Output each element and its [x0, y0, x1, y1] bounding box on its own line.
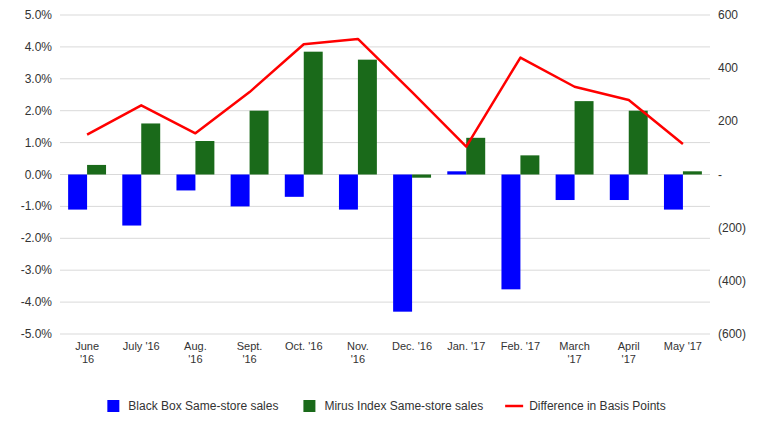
bar [285, 175, 304, 197]
y2-tick-label: (200) [718, 221, 746, 235]
x-tick-label: Jan. '17 [447, 340, 485, 352]
y2-tick-label: 200 [718, 114, 738, 128]
bar [87, 165, 106, 175]
y-tick-label: 2.0% [25, 104, 53, 118]
y-tick-label: 5.0% [25, 8, 53, 22]
y2-tick-label: 400 [718, 61, 738, 75]
x-tick-label: Sept.'16 [237, 340, 263, 365]
x-tick-label: April'17 [618, 340, 640, 365]
bar [629, 111, 648, 175]
bar [501, 175, 520, 290]
y-tick-label: -3.0% [21, 263, 53, 277]
x-tick-label: March'17 [559, 340, 590, 365]
y2-tick-label: (600) [718, 327, 746, 341]
legend-label: Difference in Basis Points [529, 399, 666, 413]
legend-label: Mirus Index Same-store sales [324, 399, 483, 413]
legend-swatch [107, 400, 119, 412]
y-tick-label: -1.0% [21, 199, 53, 213]
bar [393, 175, 412, 312]
x-tick-label: Nov.'16 [347, 340, 369, 365]
y2-tick-label: - [718, 168, 722, 182]
x-tick-label: June'16 [75, 340, 99, 365]
x-tick-label: Dec. '16 [392, 340, 432, 352]
bar [176, 175, 195, 191]
y-tick-label: 3.0% [25, 72, 53, 86]
grid [60, 15, 710, 334]
bar [68, 175, 87, 210]
bar [556, 175, 575, 201]
x-tick-label: Feb. '17 [501, 340, 540, 352]
bar [122, 175, 141, 226]
y-tick-label: 1.0% [25, 136, 53, 150]
bar [141, 123, 160, 174]
chart: -5.0%-4.0%-3.0%-2.0%-1.0%0.0%1.0%2.0%3.0… [0, 0, 770, 422]
bar [231, 175, 250, 207]
legend-swatch [303, 400, 315, 412]
y-tick-label: 4.0% [25, 40, 53, 54]
grid-line [60, 270, 710, 271]
grid-line [60, 78, 710, 79]
axes: -5.0%-4.0%-3.0%-2.0%-1.0%0.0%1.0%2.0%3.0… [21, 8, 746, 365]
bar [339, 175, 358, 210]
grid-line [60, 15, 710, 16]
y-tick-label: -2.0% [21, 231, 53, 245]
legend-label: Black Box Same-store sales [128, 399, 278, 413]
bar [664, 175, 683, 210]
bar [195, 141, 214, 174]
grid-line [60, 46, 710, 47]
y-tick-label: 0.0% [25, 168, 53, 182]
legend-item: Black Box Same-store sales [107, 399, 278, 413]
bar [447, 171, 466, 174]
x-tick-label: May '17 [664, 340, 702, 352]
grid-line [60, 238, 710, 239]
y-tick-label: -5.0% [21, 327, 53, 341]
bar [412, 175, 431, 178]
y2-tick-label: 600 [718, 8, 738, 22]
grid-line [60, 334, 710, 335]
bar [520, 155, 539, 174]
x-tick-label: July '16 [123, 340, 160, 352]
y2-tick-label: (400) [718, 274, 746, 288]
marks [68, 39, 702, 312]
grid-line [60, 110, 710, 111]
x-tick-label: Aug.'16 [184, 340, 207, 365]
bar [304, 52, 323, 175]
x-tick-label: Oct. '16 [285, 340, 323, 352]
line [87, 39, 683, 147]
bar [575, 101, 594, 174]
bar [358, 60, 377, 175]
bar [610, 175, 629, 201]
legend-item: Difference in Basis Points [505, 399, 666, 413]
y-tick-label: -4.0% [21, 295, 53, 309]
grid-line [60, 206, 710, 207]
legend: Black Box Same-store sales Mirus Index Sa… [107, 399, 665, 413]
legend-item: Mirus Index Same-store sales [303, 399, 483, 413]
legend-swatch [505, 405, 523, 408]
grid-line [60, 302, 710, 303]
bar [250, 111, 269, 175]
bar [683, 171, 702, 174]
